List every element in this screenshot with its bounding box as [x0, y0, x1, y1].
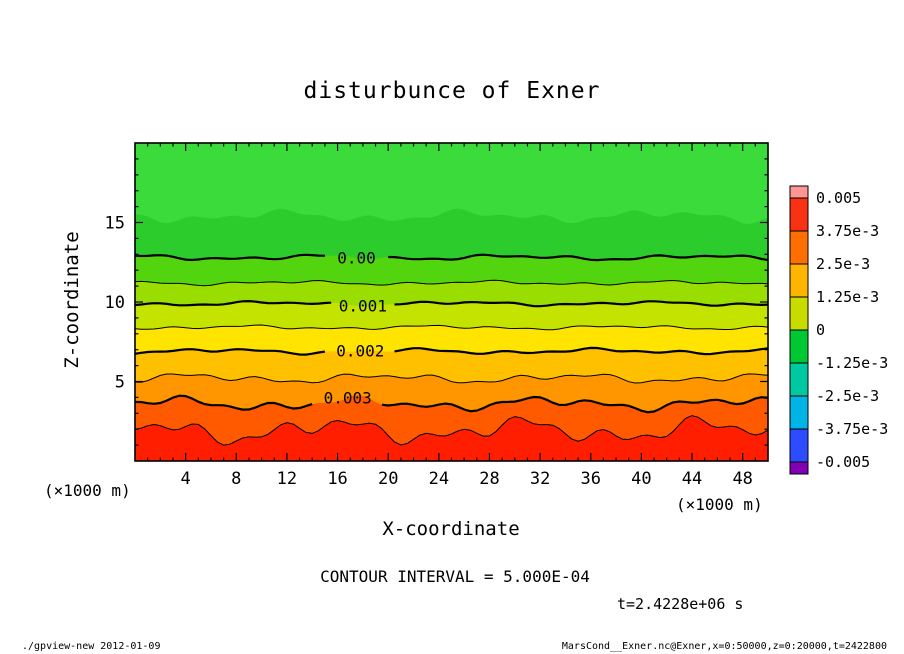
y-axis-unit: (×1000 m): [44, 481, 131, 500]
x-tick-label: 8: [231, 469, 241, 489]
colorbar-segment: [789, 185, 809, 199]
x-tick-label: 44: [682, 469, 702, 489]
contour-line: [135, 415, 768, 446]
colorbar-segment: [789, 230, 809, 265]
x-tick-label: 36: [581, 469, 601, 489]
colorbar-tick-label: -3.75e-3: [816, 420, 888, 438]
colorbar-tick-label: 0.005: [816, 189, 861, 207]
colorbar-segment: [789, 197, 809, 232]
colorbar-tick-label: 1.25e-3: [816, 288, 879, 306]
x-tick-label: 28: [479, 469, 499, 489]
colorbar-segment: [789, 395, 809, 430]
x-tick-label: 20: [378, 469, 398, 489]
fill-band: [135, 415, 768, 461]
footer-left-text: ./gpview-new 2012-01-09: [22, 641, 161, 652]
contour-line: [135, 324, 768, 331]
footer-right-text: MarsCond__Exner.nc@Exner,x=0:50000,z=0:2…: [561, 641, 887, 652]
colorbar-tick-label: 2.5e-3: [816, 255, 870, 273]
colorbar-segment: [789, 329, 809, 364]
contour-interval-text: CONTOUR INTERVAL = 5.000E-04: [320, 567, 590, 586]
y-tick-label: 10: [105, 293, 125, 313]
x-axis-unit: (×1000 m): [676, 495, 763, 514]
time-text: t=2.4228e+06 s: [617, 595, 744, 613]
colorbar-segment: [789, 461, 809, 475]
x-tick-label: 16: [327, 469, 347, 489]
contour-label: 0.003: [324, 388, 372, 407]
contour-line: [135, 346, 768, 356]
x-tick-label: 40: [631, 469, 651, 489]
colorbar-segment: [789, 362, 809, 397]
x-tick-label: 48: [732, 469, 752, 489]
colorbar-tick-label: 0: [816, 321, 825, 339]
contour-line: [135, 279, 768, 287]
x-tick-label: 12: [277, 469, 297, 489]
x-tick-label: 32: [530, 469, 550, 489]
colorbar-segment: [789, 263, 809, 298]
contour-label: 0.00: [337, 248, 376, 267]
contour-line: [135, 253, 768, 262]
contour-line: [135, 373, 768, 384]
contour-label: 0.002: [336, 341, 384, 360]
colorbar-segment: [789, 296, 809, 331]
colorbar-tick-label: 3.75e-3: [816, 222, 879, 240]
chart-title: disturbunce of Exner: [303, 78, 601, 104]
colorbar-tick-label: -0.005: [816, 453, 870, 471]
y-tick-label: 15: [105, 214, 125, 234]
contour-line: [135, 299, 768, 308]
colorbar-segment: [789, 428, 809, 463]
y-tick-label: 5: [115, 373, 125, 393]
colorbar-tick-label: -2.5e-3: [816, 387, 879, 405]
x-tick-label: 4: [181, 469, 191, 489]
x-axis-label: X-coordinate: [382, 518, 520, 540]
contour-line: [135, 394, 768, 414]
x-tick-label: 24: [429, 469, 449, 489]
contour-label: 0.001: [339, 297, 387, 316]
colorbar-tick-label: -1.25e-3: [816, 354, 888, 372]
